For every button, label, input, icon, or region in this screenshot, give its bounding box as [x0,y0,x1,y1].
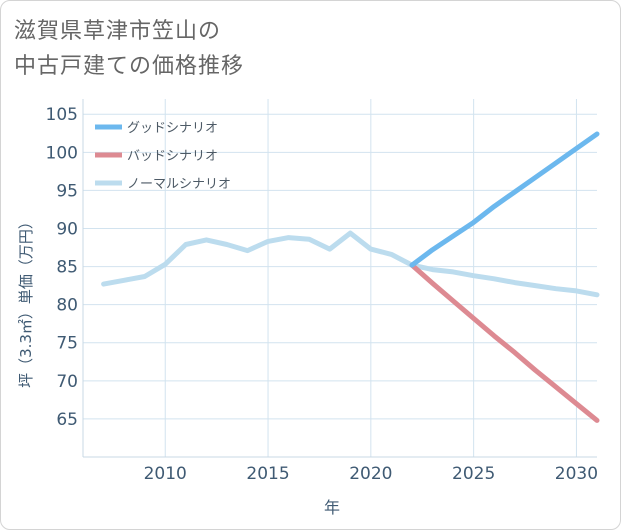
x-tick-label: 2010 [144,464,187,484]
series-line-2 [409,262,600,423]
legend-label: ノーマルシナリオ [127,177,231,192]
y-axis: 65 70 75 80 85 90 95 100 105 [46,105,78,430]
series-line-3 [101,230,600,298]
y-tick-label: 65 [56,410,78,430]
chart-title-line-1: 滋賀県草津市笠山の [14,19,222,44]
x-tick-label: 2020 [349,464,392,484]
y-tick-label: 85 [56,258,78,278]
x-tick-label: 2025 [452,464,495,484]
legend-item-2[interactable]: バッドシナリオ [95,149,218,164]
y-tick-label: 70 [56,372,78,392]
plot-area [83,99,597,457]
chart-title-line-2: 中古戸建ての価格推移 [14,54,245,79]
legend-item-3[interactable]: ノーマルシナリオ [95,177,231,192]
x-tick-label: 2030 [555,464,598,484]
series-line-1 [409,131,600,268]
x-axis-label: 年 [324,498,340,517]
grid [82,99,597,458]
y-tick-label: 105 [46,105,78,125]
y-tick-label: 80 [56,296,78,316]
y-tick-label: 75 [56,334,78,354]
y-tick-label: 100 [46,143,78,163]
chart-title: 滋賀県草津市笠山の 中古戸建ての価格推移 [14,14,244,84]
y-tick-label: 90 [56,219,78,239]
legend-label: バッドシナリオ [127,149,218,164]
legend-item-1[interactable]: グッドシナリオ [95,121,218,136]
y-tick-label: 95 [56,181,78,201]
legend-label: グッドシナリオ [127,121,218,136]
y-axis-label: 坪（3.3㎡）単価（万円） [17,214,35,388]
series-lines [101,131,600,423]
x-axis: 2010 2015 2020 2025 2030 [144,464,598,484]
x-tick-label: 2015 [246,464,289,484]
